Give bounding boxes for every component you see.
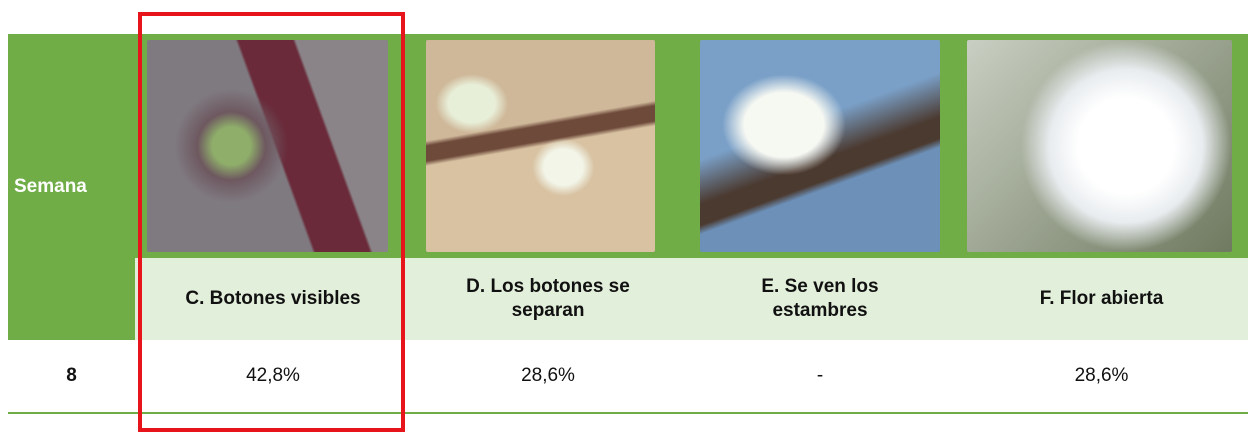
- stage-label: D. Los botones se separan: [411, 258, 685, 340]
- photo: [967, 40, 1232, 252]
- value-cell: 28,6%: [955, 340, 1248, 414]
- value-cell: -: [685, 340, 955, 414]
- week-cell: 8: [8, 340, 135, 414]
- week-header: Semana: [8, 34, 135, 340]
- photo: [426, 40, 655, 252]
- photo: [700, 40, 940, 252]
- stage-label: F. Flor abierta: [955, 258, 1248, 340]
- photo: [147, 40, 388, 252]
- highlight-box: [138, 12, 405, 432]
- stage-label: C. Botones visibles: [135, 258, 411, 340]
- value-cell: 42,8%: [135, 340, 411, 414]
- stage-label: E. Se ven los estambres: [685, 258, 955, 340]
- value-cell: 28,6%: [411, 340, 685, 414]
